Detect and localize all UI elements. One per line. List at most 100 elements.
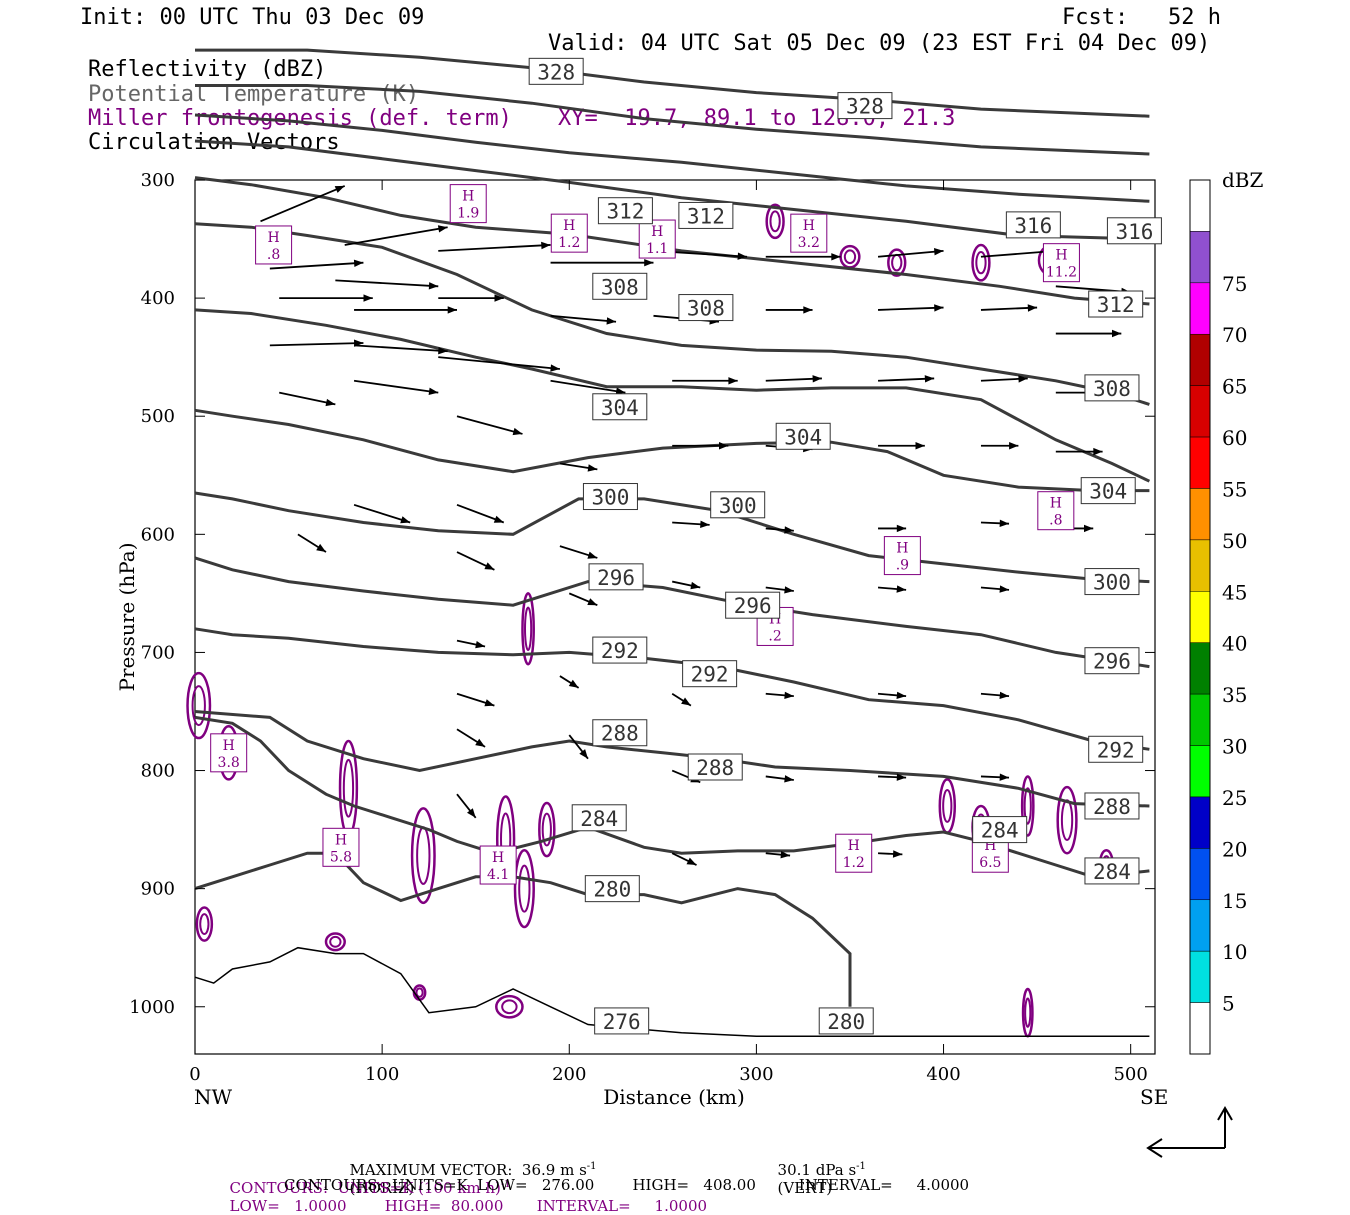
- colorbar-segment: [1189, 385, 1211, 438]
- theta-label-box: [1084, 792, 1140, 820]
- vector-head: [1112, 329, 1122, 338]
- vector-head: [896, 691, 907, 699]
- theta-label: 296: [1093, 650, 1131, 674]
- vector-head: [934, 248, 944, 256]
- colorbar-segment: [1189, 231, 1211, 284]
- high-value: 1.2: [558, 235, 580, 251]
- colorbar-label: 10: [1222, 940, 1247, 964]
- colorbar-segment: [1189, 333, 1211, 386]
- vector-head: [428, 387, 439, 395]
- theta-label: 312: [687, 204, 725, 228]
- frontogenesis-contour: [1020, 775, 1035, 837]
- vector-head: [467, 808, 476, 818]
- vector-shaft: [353, 379, 439, 394]
- frontogenesis-contour-inner: [942, 789, 953, 823]
- high-value: .8: [1049, 513, 1062, 529]
- colorbar-label: 65: [1222, 375, 1247, 399]
- y-tick-label: 1000: [129, 997, 175, 1018]
- y-tick-label: 500: [141, 406, 175, 427]
- theta-contour-312: [194, 222, 1150, 406]
- colorbar-title: dBZ: [1222, 168, 1264, 192]
- theta-contour-300: [194, 491, 1150, 584]
- frontogenesis-contour: [839, 244, 861, 269]
- high-box: [210, 733, 248, 773]
- frontogenesis-contour-inner: [329, 935, 342, 948]
- frontogenesis-contour-inner: [191, 685, 206, 727]
- high-box: [322, 827, 360, 867]
- theta-label: 280: [827, 1010, 865, 1034]
- frontogenesis-contour-inner: [769, 210, 781, 233]
- high-letter: H: [462, 189, 474, 205]
- frontogenesis-contour-inner: [501, 999, 518, 1015]
- theta-contour-324: [194, 113, 1150, 203]
- colorbar-label: 35: [1222, 683, 1247, 707]
- theta-label-box: [592, 719, 648, 747]
- theta-label-box: [597, 197, 653, 225]
- colorbar-label: 75: [1222, 272, 1247, 296]
- fronto-contours-units: CONTOURS: UNITS=K (100 km h): [229, 1179, 501, 1197]
- high-value: .9: [896, 558, 909, 574]
- frontogenesis-contour-inner: [1060, 799, 1074, 841]
- vector-head: [999, 691, 1010, 699]
- y-tick-label: 600: [141, 524, 175, 545]
- colorbar-segment: [1189, 591, 1211, 643]
- vector-shaft: [269, 261, 364, 270]
- forecast-hour: Fcst: 52 h: [1062, 5, 1221, 30]
- theta-label-box: [592, 272, 648, 300]
- frontogenesis-contour-inner: [342, 758, 355, 818]
- theta-contour-304: [194, 408, 1150, 493]
- x-tick-label: 400: [926, 1064, 960, 1085]
- theta-label: 300: [719, 494, 757, 518]
- theta-label-box: [775, 422, 831, 450]
- high-box: [550, 213, 588, 253]
- high-box: [638, 219, 676, 259]
- vector-shaft: [550, 379, 626, 394]
- vector-head: [484, 699, 495, 707]
- theta-label-box: [687, 753, 743, 781]
- theta-label: 300: [591, 486, 629, 510]
- vector-head: [896, 773, 907, 781]
- theta-label-box: [592, 393, 648, 421]
- theta-label-box: [594, 1007, 650, 1035]
- max-vector-horiz: (HORIZ): [349, 1179, 415, 1197]
- high-value: 11.2: [1046, 265, 1077, 281]
- theta-label: 312: [1097, 293, 1135, 317]
- max-vector-vert-text: 30.1 dPa s: [777, 1161, 857, 1179]
- high-box: [479, 845, 517, 885]
- colorbar-segment: [1189, 796, 1211, 849]
- vector-head: [316, 543, 326, 553]
- theta-label: 328: [846, 95, 884, 119]
- vector-head: [686, 857, 697, 866]
- x-tick-label: 300: [739, 1064, 773, 1085]
- high-letter: H: [223, 738, 235, 754]
- high-letter: H: [335, 832, 347, 848]
- vector-shaft: [878, 306, 944, 311]
- colorbar-segment: [1189, 488, 1211, 541]
- valid-time: Valid: 04 UTC Sat 05 Dec 09 (23 EST Fri …: [548, 31, 1211, 56]
- colorbar-label: 60: [1222, 426, 1247, 450]
- frontogenesis-contour: [1056, 785, 1078, 855]
- vector-head: [438, 347, 448, 355]
- vector-head: [353, 259, 364, 267]
- theta-label: 280: [593, 878, 631, 902]
- footer-max-vector-vert: 30.1 dPa s-1 (VERT): [777, 1161, 866, 1197]
- theta-label-box: [1088, 290, 1144, 318]
- vector-head: [568, 679, 579, 688]
- high-value: 4.1: [487, 867, 509, 883]
- high-box: [1037, 491, 1075, 531]
- init-label: Init: 00 UTC Thu 03 Dec 09: [80, 5, 425, 30]
- vector-head: [999, 585, 1010, 593]
- frontogenesis-highs: H1.9H.8H1.2H1.1H3.2H11.2H.8H.9H.2H3.8H5.…: [210, 184, 1080, 885]
- theta-label-box: [1088, 735, 1144, 763]
- vector-head: [615, 387, 626, 395]
- vector-head: [700, 520, 710, 528]
- colorbar-segment: [1189, 899, 1211, 952]
- high-letter: H: [563, 218, 575, 234]
- theta-label-box: [678, 201, 734, 229]
- theta-label-box: [818, 1007, 874, 1035]
- high-value: 1.2: [843, 855, 865, 871]
- theta-label-box: [725, 591, 781, 619]
- footer-max-vector: MAXIMUM VECTOR: 36.9 m s-1 (HORIZ): [349, 1161, 597, 1197]
- theta-label-box: [592, 636, 648, 664]
- vector-head: [1009, 442, 1019, 450]
